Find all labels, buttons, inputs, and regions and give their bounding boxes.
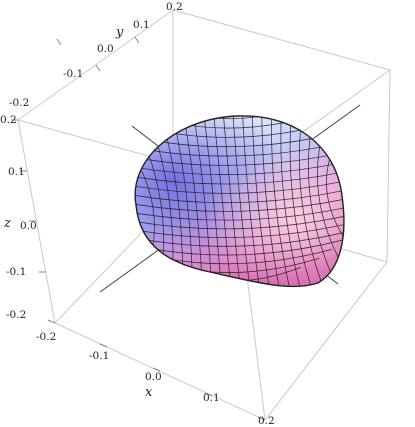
y-tick-label: 0.1: [133, 19, 150, 31]
z-axis-label: z: [3, 216, 11, 231]
z-tick-label: -0.1: [6, 266, 26, 278]
mesh-line: [261, 115, 283, 287]
tick-labels: -0.2 -0.1 0.0 0.1 0.2 0.2 0.1 0.0 -0.1 -…: [0, 1, 275, 427]
mesh-line: [241, 115, 263, 287]
x-tick-label: -0.2: [36, 331, 56, 343]
mesh-line: [138, 239, 342, 256]
x-tick-label: -0.1: [89, 350, 109, 362]
y-tick-label: 0.2: [166, 1, 183, 13]
mesh-line: [135, 185, 344, 204]
mesh-line: [135, 194, 344, 212]
z-tick-label: 0.2: [0, 114, 17, 126]
x-tick-label: 0.2: [258, 415, 275, 427]
mesh-line: [326, 153, 344, 249]
z-tick-label: -0.2: [6, 309, 26, 321]
mesh-line: [280, 115, 303, 287]
mesh-line: [135, 221, 344, 239]
mesh-line: [308, 127, 332, 275]
mesh-line: [317, 138, 342, 264]
z-tick-label: 0.0: [20, 220, 37, 232]
mesh-line: [298, 119, 322, 283]
mesh-line: [135, 167, 344, 185]
mesh-line: [135, 149, 344, 166]
z-tick-label: 0.1: [8, 166, 25, 178]
y-axis-label: y: [115, 25, 124, 40]
y-tick-label: 0.0: [97, 43, 114, 55]
mesh-line: [271, 115, 293, 287]
mesh-line: [135, 212, 344, 230]
mesh-line: [231, 115, 253, 287]
tick-marks: [11, 36, 266, 421]
mesh-line: [289, 115, 312, 287]
mesh-line: [251, 115, 273, 287]
x-tick-label: 0.1: [203, 392, 220, 404]
mesh-line: [135, 230, 344, 247]
corner-tick-label: -0.2: [9, 97, 29, 109]
x-tick-label: 0.0: [145, 371, 162, 383]
x-axis-label: x: [145, 385, 153, 400]
y-tick-label: -0.1: [63, 68, 83, 80]
mesh-line: [178, 115, 302, 120]
mesh-line: [135, 158, 344, 176]
